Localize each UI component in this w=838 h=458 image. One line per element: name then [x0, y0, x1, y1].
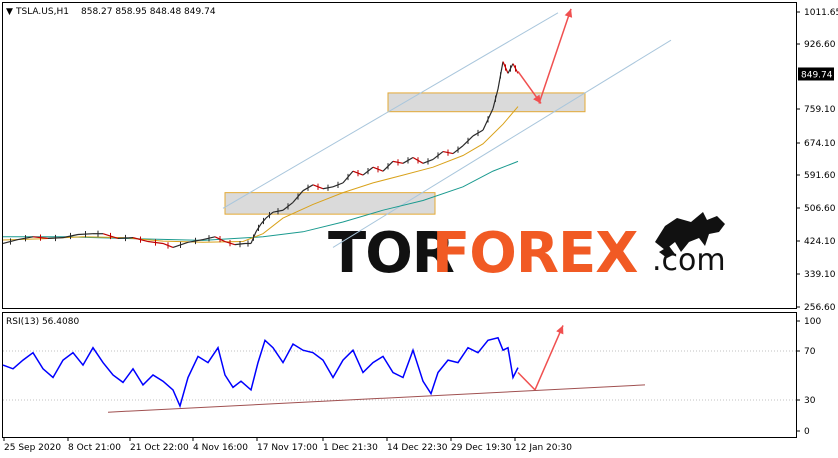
ma-slow-line	[3, 160, 519, 241]
x-tick-label: 25 Sep 2020	[4, 443, 61, 453]
x-tick-label: 4 Nov 16:00	[193, 443, 248, 453]
y-tick-label: 424.10	[804, 237, 836, 247]
forecast-arrow-head	[533, 94, 541, 104]
support-resistance-zone	[224, 192, 436, 215]
rsi-tick-label: 0	[804, 427, 810, 437]
rsi-tick-label: 100	[804, 317, 821, 327]
trend-channel-line	[222, 12, 559, 209]
ohlc-values: 858.27 858.95 848.48 849.74	[81, 7, 216, 17]
forecast-arrow-head	[564, 8, 573, 18]
rsi-tick-label: 30	[804, 396, 816, 406]
main-panel-frame	[2, 2, 797, 309]
forecast-arrow	[538, 8, 572, 104]
x-tick-label: 21 Oct 22:00	[130, 443, 189, 453]
header-arrow-icon: ▼	[6, 7, 13, 17]
x-axis: 25 Sep 2020 8 Oct 21:00 21 Oct 22:00 4 Nov …	[3, 437, 572, 453]
trend-channel-line	[332, 39, 672, 248]
y-tick-label: 339.10	[804, 270, 836, 280]
svg-text:FOREX: FOREX	[432, 221, 638, 286]
y-tick-label: 506.60	[804, 204, 836, 214]
rsi-forecast-line	[517, 371, 536, 391]
symbol-label: TSLA.US,H1	[15, 7, 69, 17]
svg-text:TOR: TOR	[328, 221, 454, 286]
x-tick-label: 1 Dec 21:30	[323, 443, 378, 453]
x-tick-label: 29 Dec 19:30	[451, 443, 512, 453]
rsi-forecast-arrow	[534, 325, 564, 391]
y-tick-label: 759.10	[804, 105, 836, 115]
y-tick-label: 256.60	[804, 303, 836, 313]
rsi-trend-line	[107, 384, 646, 413]
x-tick-label: 14 Dec 22:30	[387, 443, 448, 453]
torforex-logo: TOR FOREX .com	[328, 212, 726, 286]
x-tick-label: 8 Oct 21:00	[68, 443, 121, 453]
rsi-tick-label: 70	[804, 347, 816, 357]
bull-icon	[655, 212, 725, 258]
y-axis-main: 1011.65 926.60 759.10 674.10 591.60 506.60 424…	[796, 8, 838, 313]
current-price-text: 849.74	[801, 70, 833, 80]
x-tick-label: 17 Nov 17:00	[257, 443, 318, 453]
current-price-badge: 849.74	[798, 67, 834, 81]
rsi-label: RSI(13) 56.4080	[6, 317, 79, 327]
y-tick-label: 591.60	[804, 171, 836, 181]
y-tick-label: 674.10	[804, 139, 836, 149]
price-layer	[2, 8, 672, 249]
x-tick-label: 12 Jan 20:30	[515, 443, 572, 453]
rsi-layer	[2, 325, 646, 413]
rsi-forecast-arrow-head	[556, 325, 564, 335]
rsi-line	[2, 336, 519, 409]
y-tick-label: 1011.65	[804, 8, 838, 18]
support-resistance-zone	[387, 92, 586, 113]
y-axis-rsi: 100 70 30 0	[3, 317, 821, 437]
y-tick-label: 926.60	[804, 40, 836, 50]
